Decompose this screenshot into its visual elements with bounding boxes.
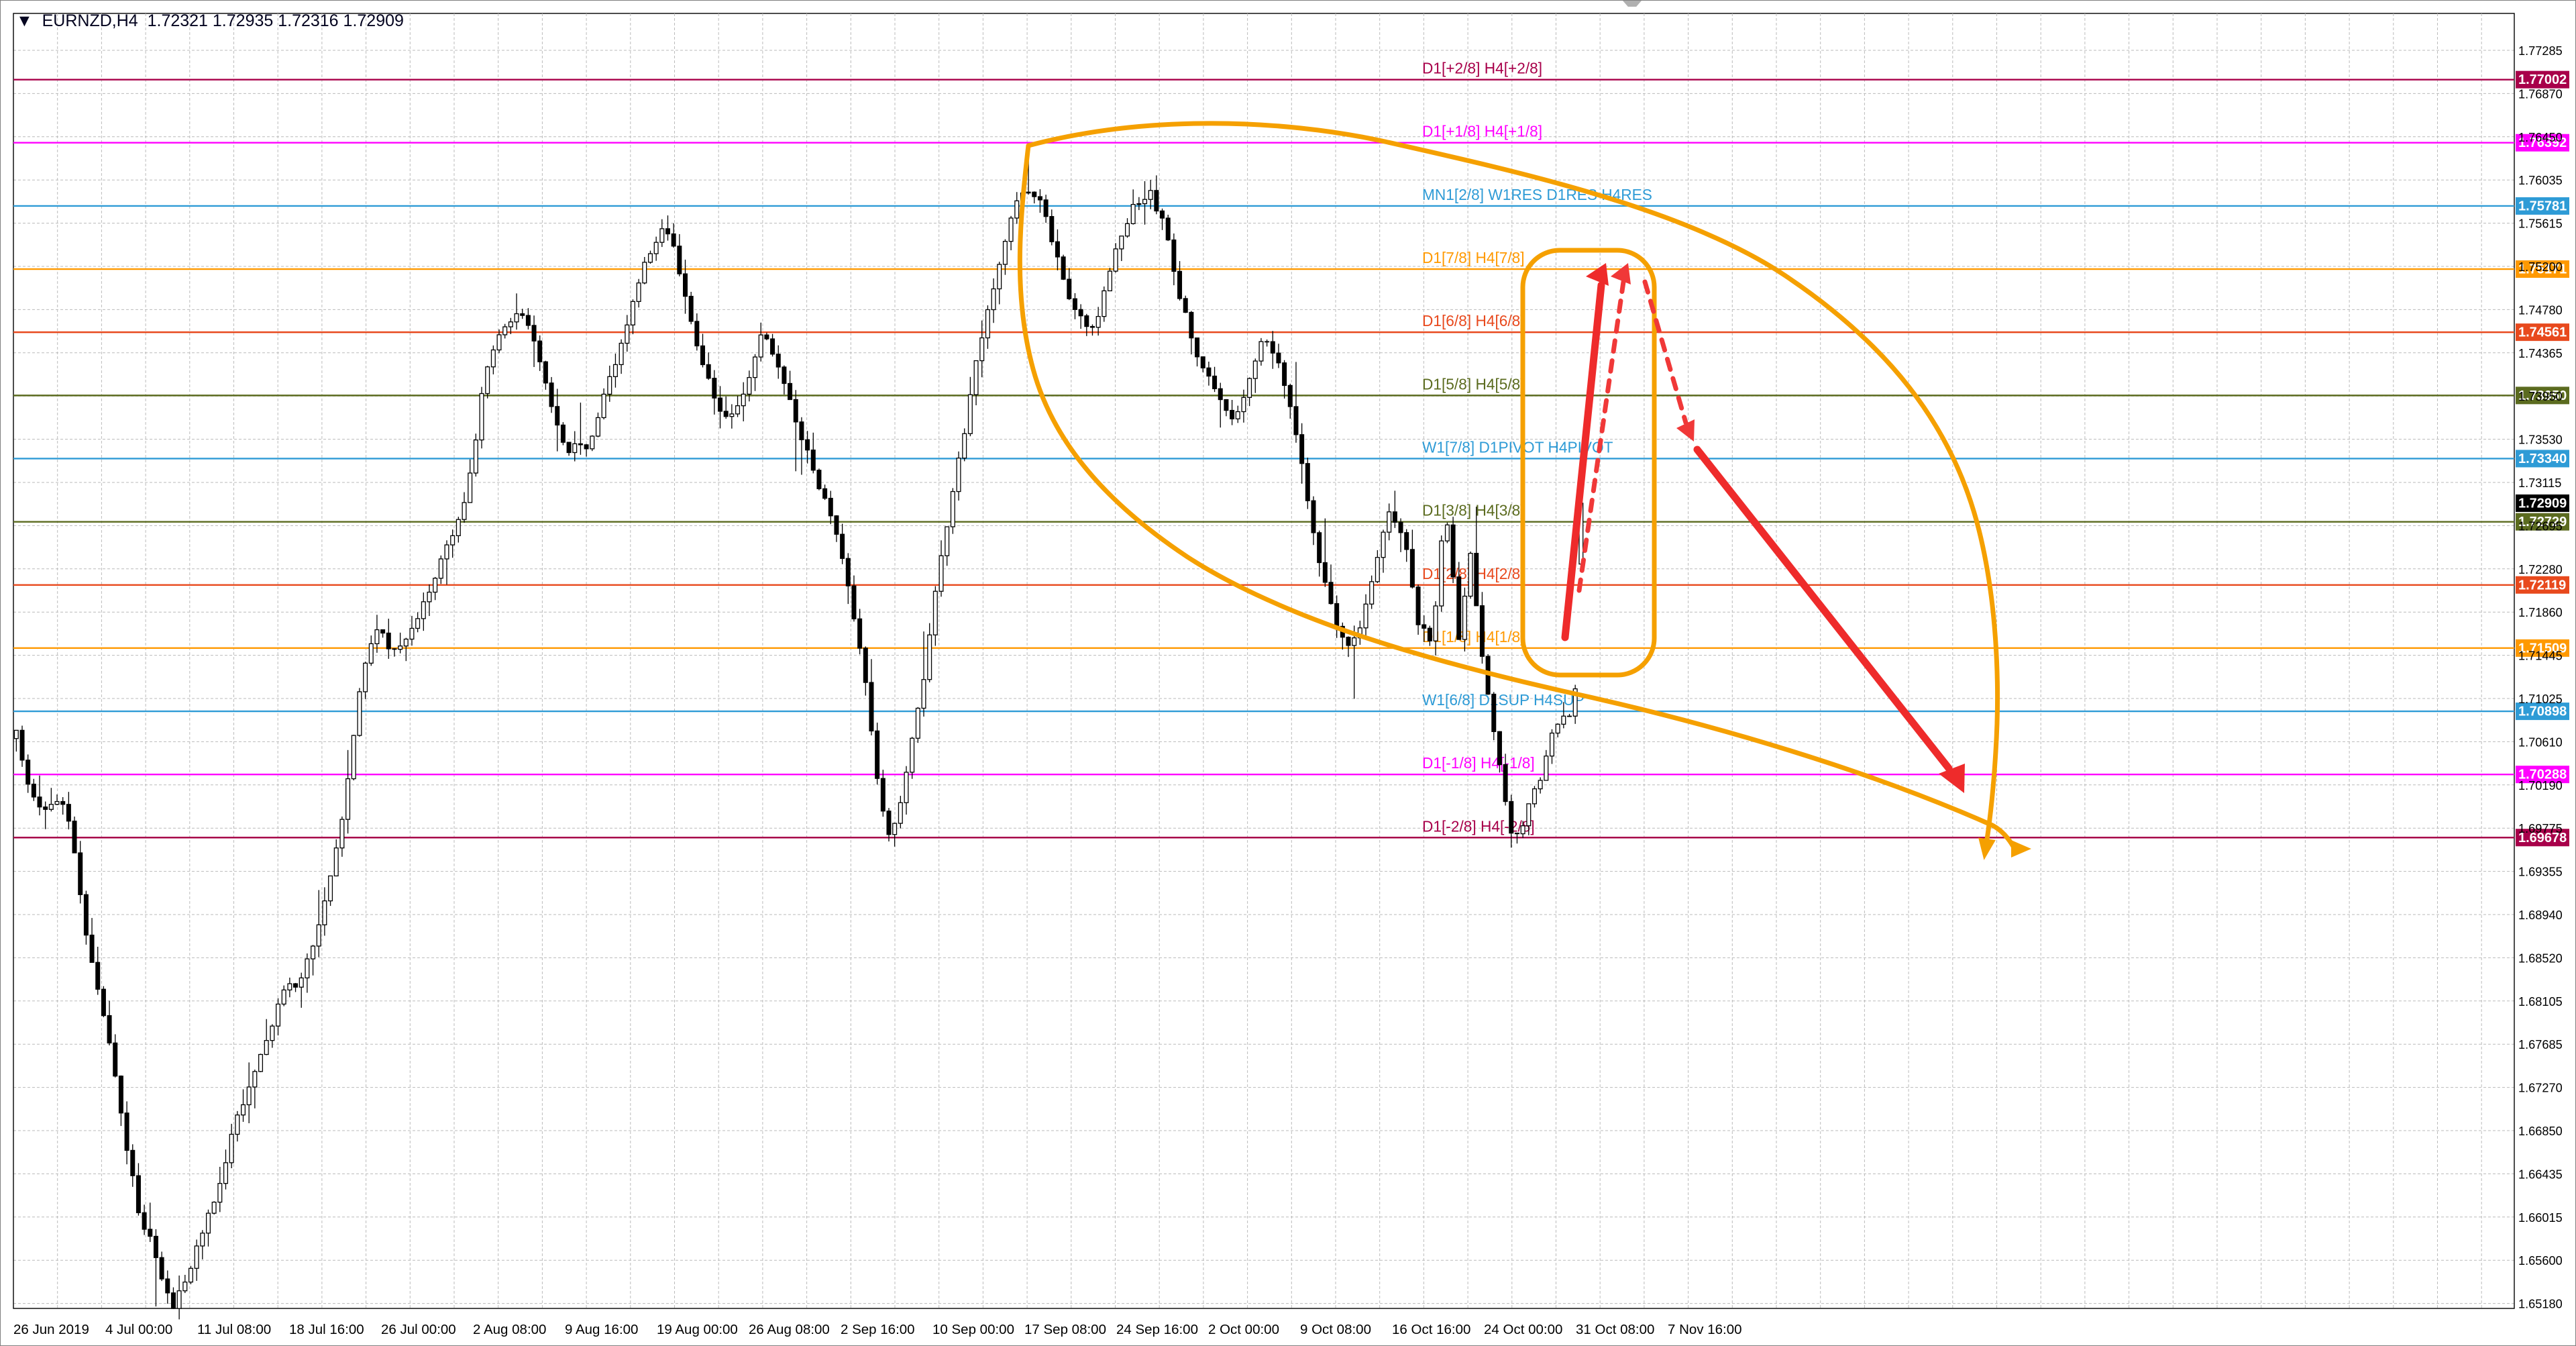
svg-text:31 Oct 08:00: 31 Oct 08:00 xyxy=(1576,1322,1654,1337)
svg-text:1.73115: 1.73115 xyxy=(2518,476,2561,490)
svg-text:D1[5/8] H4[5/8]: D1[5/8] H4[5/8] xyxy=(1422,375,1525,393)
svg-text:1.65600: 1.65600 xyxy=(2518,1254,2563,1267)
svg-text:1.67685: 1.67685 xyxy=(2518,1038,2563,1051)
svg-text:2 Oct 00:00: 2 Oct 00:00 xyxy=(1208,1322,1279,1337)
svg-text:24 Sep 16:00: 24 Sep 16:00 xyxy=(1116,1322,1198,1337)
svg-text:9 Oct 08:00: 9 Oct 08:00 xyxy=(1300,1322,1371,1337)
svg-text:1.74365: 1.74365 xyxy=(2518,347,2563,360)
svg-text:1.66850: 1.66850 xyxy=(2518,1125,2563,1138)
svg-text:1.70898: 1.70898 xyxy=(2518,705,2567,719)
svg-text:1.74780: 1.74780 xyxy=(2518,303,2563,317)
svg-text:17 Sep 08:00: 17 Sep 08:00 xyxy=(1024,1322,1106,1337)
svg-text:4 Jul 00:00: 4 Jul 00:00 xyxy=(105,1322,172,1337)
svg-text:D1[2/8] H4[2/8]: D1[2/8] H4[2/8] xyxy=(1422,565,1525,582)
svg-text:7 Nov 16:00: 7 Nov 16:00 xyxy=(1668,1322,1742,1337)
svg-text:1.75615: 1.75615 xyxy=(2518,217,2563,231)
svg-text:1.65180: 1.65180 xyxy=(2518,1298,2563,1311)
svg-text:1.73340: 1.73340 xyxy=(2518,452,2567,466)
svg-text:1.73530: 1.73530 xyxy=(2518,433,2563,447)
svg-text:1.72119: 1.72119 xyxy=(2518,578,2566,592)
svg-text:1.66435: 1.66435 xyxy=(2518,1168,2563,1181)
svg-text:26 Aug 08:00: 26 Aug 08:00 xyxy=(749,1322,830,1337)
svg-text:W1[6/8] D1SUP H4SUP: W1[6/8] D1SUP H4SUP xyxy=(1422,691,1585,709)
svg-text:1.72909: 1.72909 xyxy=(2518,496,2567,511)
svg-text:D1[-1/8] H4[-1/8]: D1[-1/8] H4[-1/8] xyxy=(1422,754,1535,772)
svg-text:11 Jul 08:00: 11 Jul 08:00 xyxy=(197,1322,271,1337)
svg-text:1.76450: 1.76450 xyxy=(2518,131,2563,144)
svg-text:1.71860: 1.71860 xyxy=(2518,606,2563,619)
svg-text:1.75781: 1.75781 xyxy=(2518,199,2567,213)
svg-text:1.75200: 1.75200 xyxy=(2518,260,2563,274)
svg-text:24 Oct 00:00: 24 Oct 00:00 xyxy=(1484,1322,1562,1337)
svg-text:9 Aug 16:00: 9 Aug 16:00 xyxy=(565,1322,638,1337)
svg-text:1.67270: 1.67270 xyxy=(2518,1082,2563,1095)
svg-text:26 Jun 2019: 26 Jun 2019 xyxy=(13,1322,89,1337)
svg-text:1.77002: 1.77002 xyxy=(2518,72,2567,87)
svg-text:1.72695: 1.72695 xyxy=(2518,519,2563,533)
svg-text:1.76035: 1.76035 xyxy=(2518,174,2563,187)
svg-text:1.66015: 1.66015 xyxy=(2518,1211,2563,1225)
svg-text:D1[+1/8] H4[+1/8]: D1[+1/8] H4[+1/8] xyxy=(1422,123,1542,140)
svg-text:10 Sep 00:00: 10 Sep 00:00 xyxy=(932,1322,1014,1337)
svg-text:1.70190: 1.70190 xyxy=(2518,779,2563,792)
svg-text:1.71025: 1.71025 xyxy=(2518,692,2563,706)
svg-text:1.70610: 1.70610 xyxy=(2518,735,2563,749)
svg-text:16 Oct 16:00: 16 Oct 16:00 xyxy=(1392,1322,1470,1337)
svg-text:1.73950: 1.73950 xyxy=(2518,390,2563,403)
svg-text:1.68520: 1.68520 xyxy=(2518,951,2563,965)
svg-text:1.69775: 1.69775 xyxy=(2518,822,2563,835)
svg-text:1.77285: 1.77285 xyxy=(2518,44,2563,58)
svg-text:1.76870: 1.76870 xyxy=(2518,87,2563,101)
svg-text:1.68940: 1.68940 xyxy=(2518,909,2563,922)
svg-text:1.68105: 1.68105 xyxy=(2518,995,2563,1008)
svg-text:1.74561: 1.74561 xyxy=(2518,325,2567,340)
svg-text:26 Jul 00:00: 26 Jul 00:00 xyxy=(381,1322,456,1337)
svg-text:1.69355: 1.69355 xyxy=(2518,866,2563,879)
svg-text:2 Aug 08:00: 2 Aug 08:00 xyxy=(473,1322,546,1337)
svg-text:18 Jul 16:00: 18 Jul 16:00 xyxy=(289,1322,364,1337)
svg-text:1.72280: 1.72280 xyxy=(2518,563,2563,576)
svg-text:D1[+2/8] H4[+2/8]: D1[+2/8] H4[+2/8] xyxy=(1422,60,1542,77)
svg-text:D1[7/8] H4[7/8]: D1[7/8] H4[7/8] xyxy=(1422,249,1525,266)
svg-text:D1[6/8] H4[6/8]: D1[6/8] H4[6/8] xyxy=(1422,312,1525,329)
svg-text:D1[3/8] H4[3/8]: D1[3/8] H4[3/8] xyxy=(1422,502,1525,519)
svg-text:1.71445: 1.71445 xyxy=(2518,650,2563,663)
svg-text:D1[-2/8] H4[-2/8]: D1[-2/8] H4[-2/8] xyxy=(1422,817,1535,835)
svg-text:19 Aug 00:00: 19 Aug 00:00 xyxy=(657,1322,738,1337)
svg-text:2 Sep 16:00: 2 Sep 16:00 xyxy=(841,1322,915,1337)
